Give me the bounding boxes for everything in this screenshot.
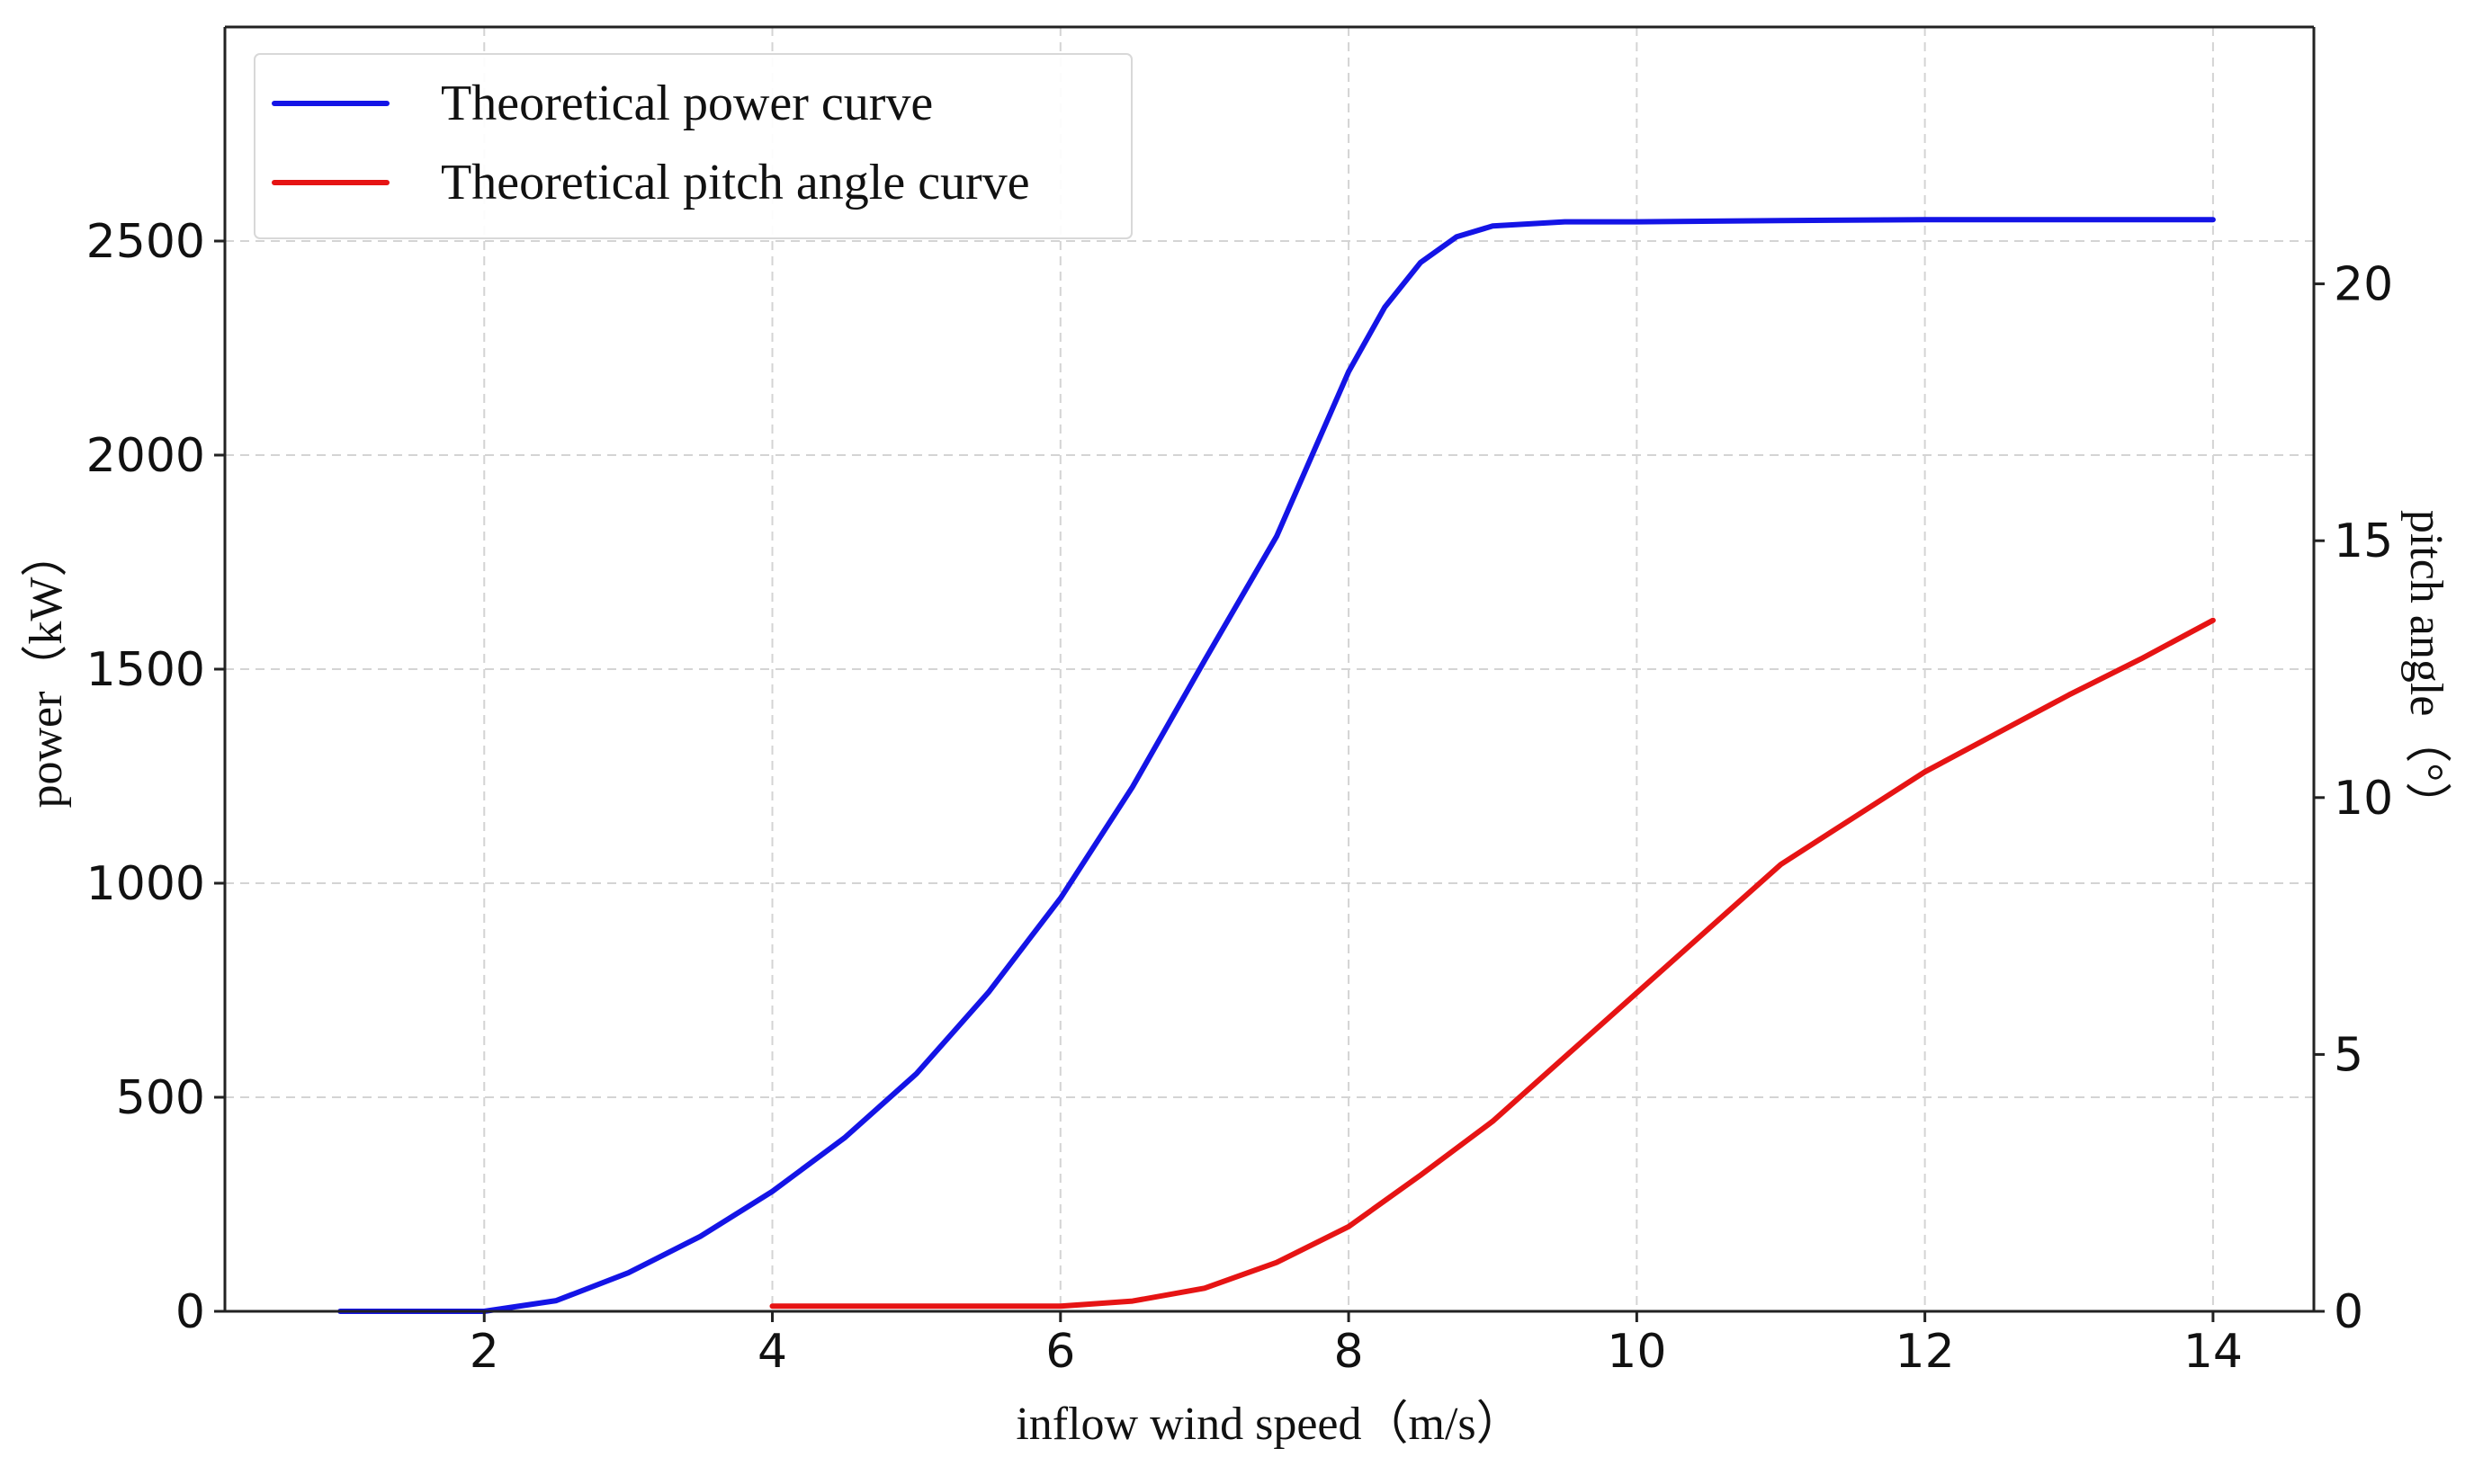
x-tick-label: 8 — [1334, 1325, 1364, 1379]
y-right-tick-label: 10 — [2334, 772, 2393, 826]
y-right-axis-title: pitch angle（°） — [2400, 510, 2452, 828]
pitch-angle-curve-line — [769, 617, 2216, 1310]
y-right-tick-label: 0 — [2334, 1285, 2363, 1339]
legend-box — [254, 53, 1133, 239]
y-left-tick-label: 1000 — [86, 857, 205, 911]
axes: 2 4 6 8 10 12 14 0 500 1000 1500 2000 2500 0 5 10 15 20 in… — [21, 25, 2452, 1450]
y-left-tick-label: 0 — [175, 1285, 205, 1339]
x-tick-label: 2 — [470, 1325, 499, 1379]
x-tick-label: 14 — [2183, 1325, 2243, 1379]
y-right-tick-label: 20 — [2334, 258, 2393, 312]
y-left-tick-label: 1500 — [86, 643, 205, 697]
x-tick-label: 12 — [1896, 1325, 1955, 1379]
series-layer — [337, 217, 2216, 1314]
y-left-tick-label: 2500 — [86, 215, 205, 269]
y-right-tick-label: 5 — [2334, 1028, 2363, 1082]
legend-label: Theoretical power curve — [441, 76, 933, 131]
y-left-tick-label: 500 — [116, 1071, 205, 1125]
y-left-axis-title: power（kW） — [21, 530, 72, 808]
legend-label: Theoretical pitch angle curve — [441, 155, 1030, 210]
legend: Theoretical power curve Theoretical pitch… — [254, 53, 1133, 239]
x-tick-label: 6 — [1045, 1325, 1075, 1379]
x-axis-title: inflow wind speed（m/s） — [1016, 1399, 1522, 1450]
y-right-tick-label: 15 — [2334, 514, 2393, 568]
power-curve-line — [337, 217, 2216, 1314]
x-tick-label: 4 — [757, 1325, 787, 1379]
x-tick-label: 10 — [1607, 1325, 1666, 1379]
y-left-tick-label: 2000 — [86, 429, 205, 483]
